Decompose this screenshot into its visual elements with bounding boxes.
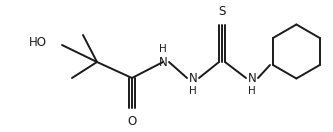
Text: N: N — [159, 55, 167, 69]
Text: HO: HO — [29, 37, 47, 50]
Text: H: H — [248, 86, 256, 96]
Text: H: H — [159, 44, 167, 54]
Text: H: H — [189, 86, 197, 96]
Text: S: S — [218, 5, 226, 18]
Text: O: O — [128, 115, 137, 128]
Text: N: N — [248, 72, 256, 84]
Text: N: N — [188, 72, 197, 84]
